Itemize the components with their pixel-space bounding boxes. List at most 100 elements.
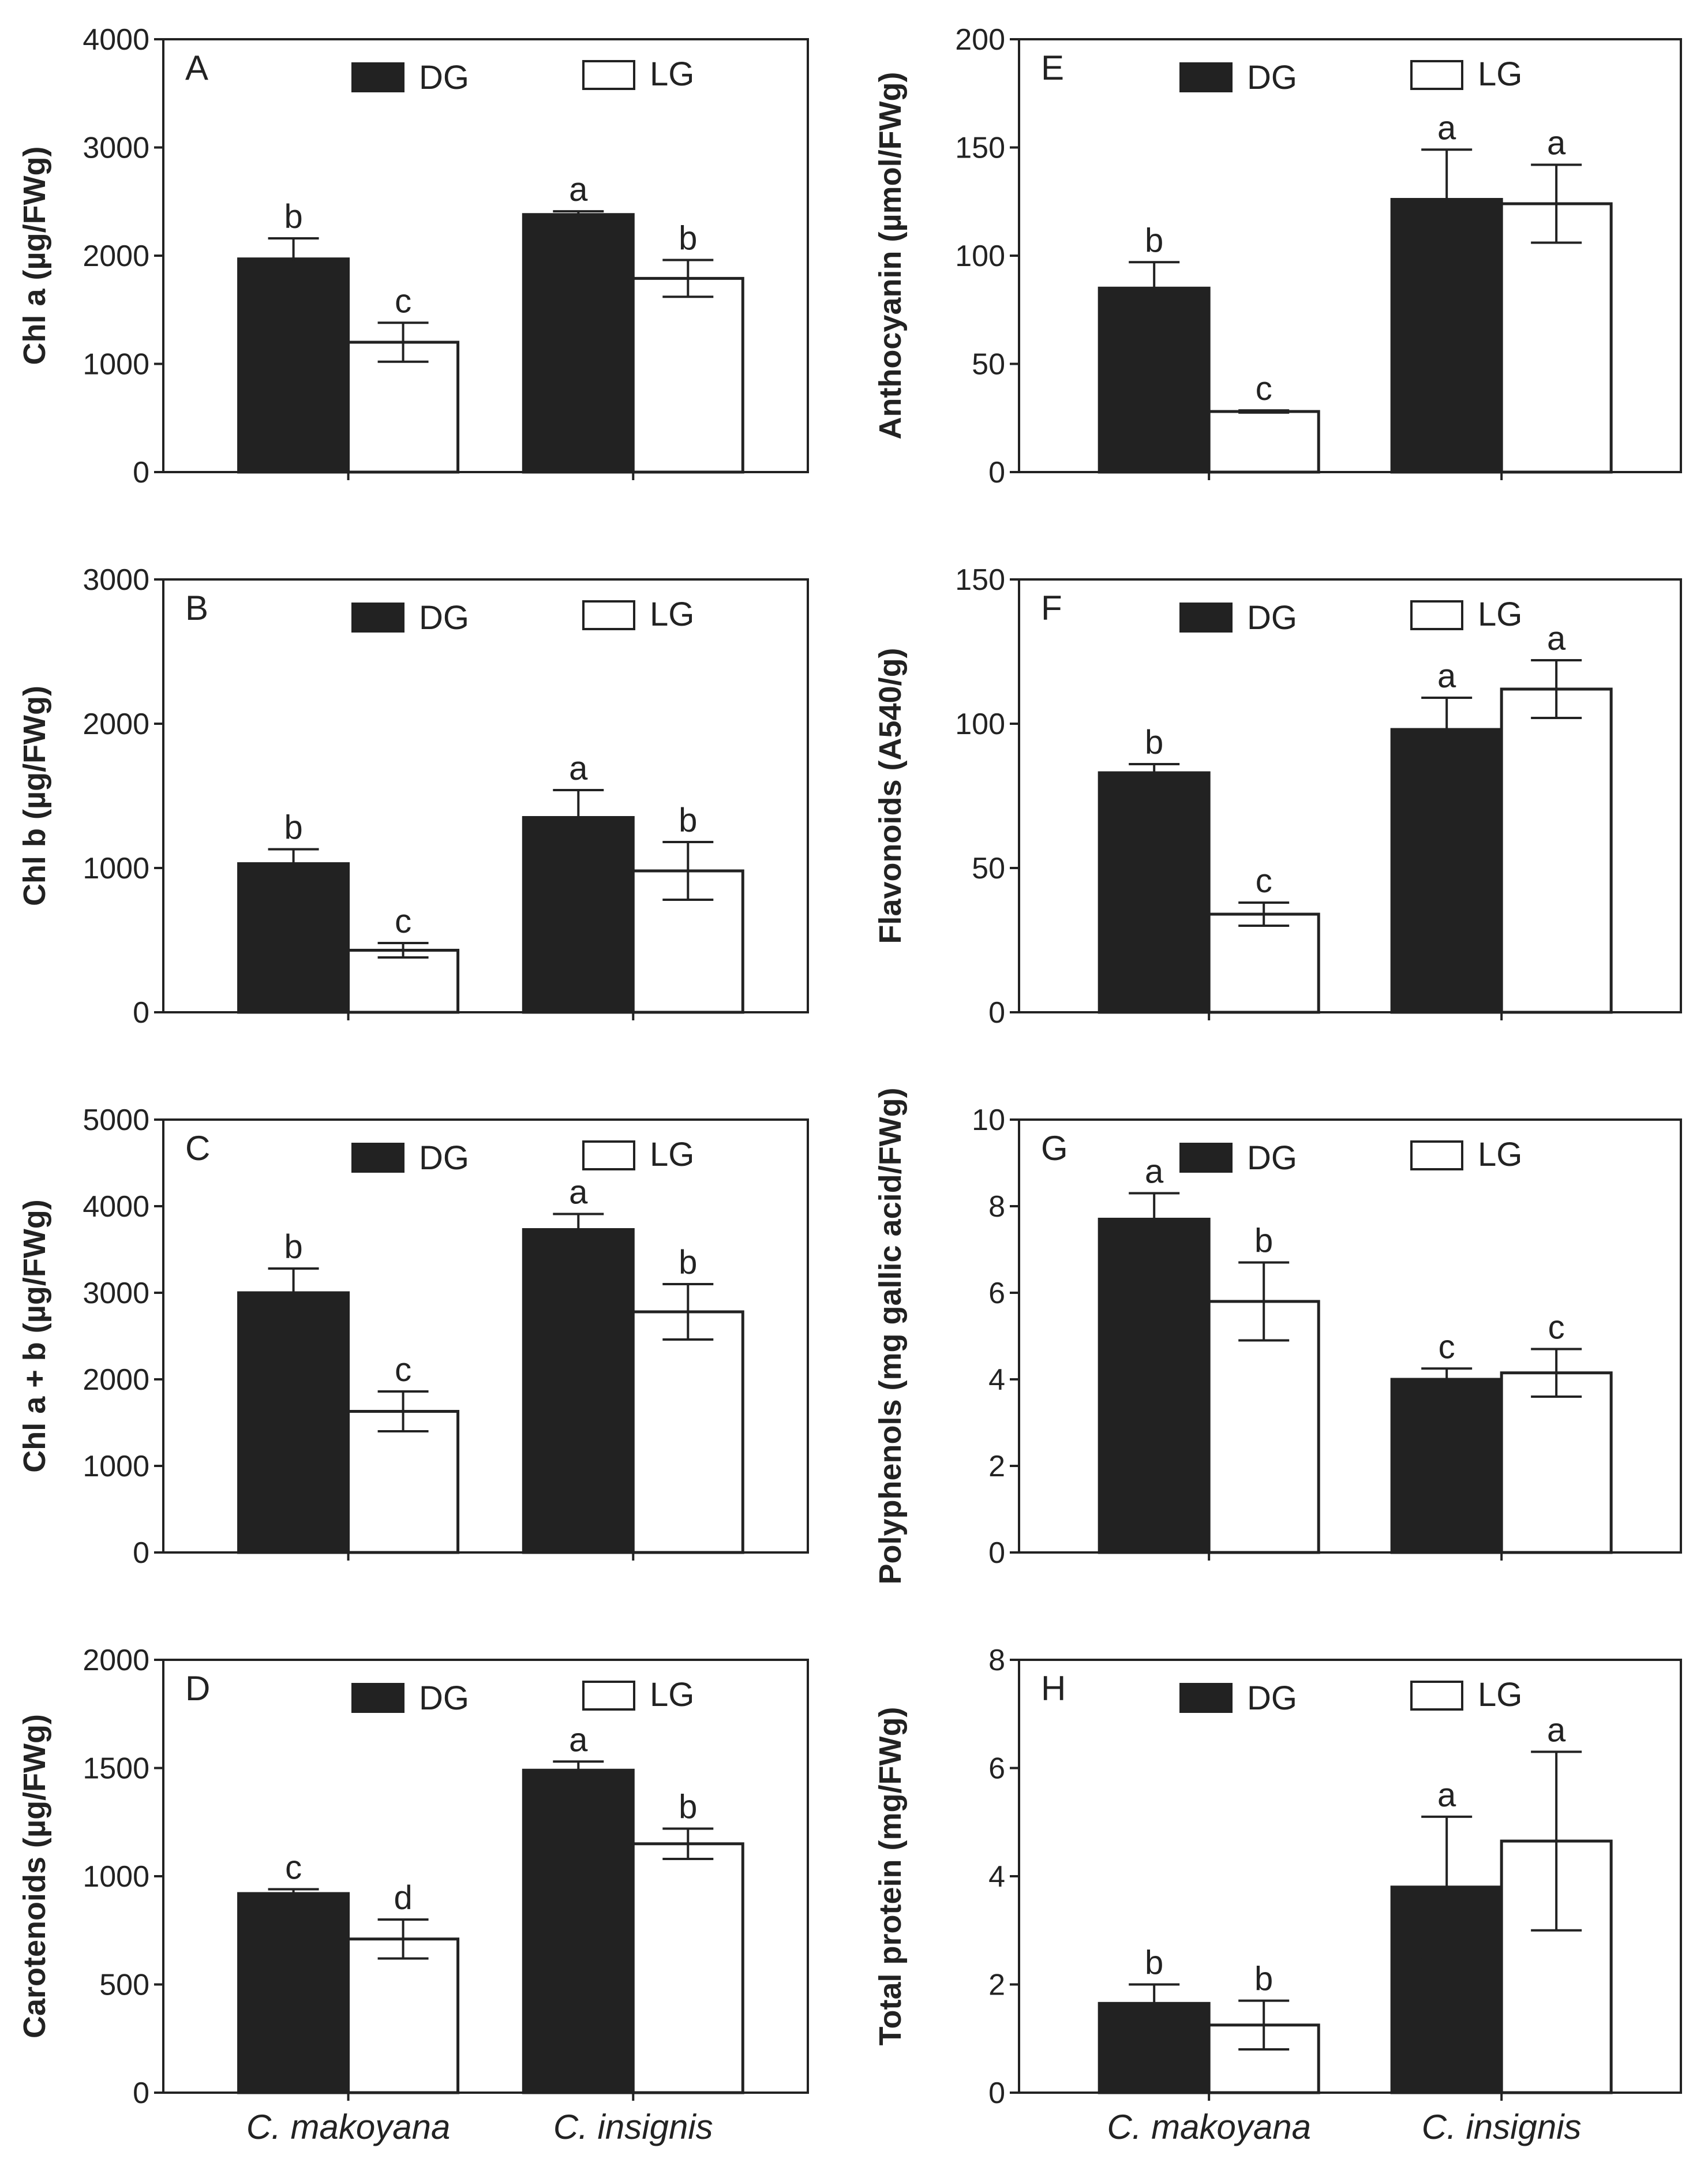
- bar-dg-1: [237, 1892, 350, 2094]
- significance-letter: b: [284, 198, 302, 235]
- panel-letter: G: [1041, 1129, 1068, 1168]
- legend-swatch-dg: [1179, 1143, 1233, 1173]
- significance-letter: b: [1145, 724, 1163, 761]
- panel-letter: D: [185, 1669, 210, 1708]
- panel-g: 0 2 4 6 8 10 Polyphenols (mg gallic acid/FWg) G…: [873, 1087, 1682, 1585]
- y-tick-label: 6: [988, 1752, 1005, 1786]
- significance-letter: a: [569, 750, 588, 787]
- y-tick-label: 0: [133, 456, 149, 489]
- legend-label-lg: LG: [1478, 1676, 1522, 1713]
- y-tick-label: 2000: [83, 1363, 149, 1397]
- significance-letter: b: [1254, 1222, 1273, 1260]
- legend-label-lg: LG: [1478, 1136, 1522, 1173]
- significance-letter: c: [395, 282, 411, 320]
- y-tick-label: 2: [988, 1969, 1005, 2002]
- significance-letter: b: [679, 1244, 697, 1281]
- panel-f: 0 50 100 150 Flavonoids (A540/g) F DG LG b c a a: [873, 563, 1682, 1030]
- y-tick-label: 0: [988, 2077, 1005, 2110]
- y-tick-label: 1500: [83, 1752, 149, 1786]
- significance-letter: c: [1256, 862, 1272, 900]
- bar-dg-2: [1390, 198, 1503, 474]
- y-tick-label: 4000: [83, 23, 149, 57]
- legend-swatch-lg: [1410, 1140, 1463, 1170]
- legend-swatch-lg: [1410, 600, 1463, 630]
- y-tick-label: 0: [988, 1536, 1005, 1570]
- y-tick-label: 5000: [83, 1103, 149, 1137]
- bar-lg-2: [631, 1842, 744, 2094]
- legend-label-dg: DG: [419, 1679, 469, 1717]
- legend-swatch-lg: [582, 1681, 635, 1711]
- y-axis-label: Chl b (µg/FWg): [17, 686, 52, 906]
- x-category-label: C. makoyana: [246, 2108, 451, 2146]
- legend-swatch-lg: [582, 600, 635, 630]
- bar-dg-2: [522, 1768, 635, 2094]
- panel-letter: B: [185, 589, 208, 627]
- bar-lg-2: [1500, 687, 1613, 1014]
- y-tick-label: 2: [988, 1450, 1005, 1483]
- legend-swatch-lg: [582, 60, 635, 90]
- y-tick-label: 0: [133, 1536, 149, 1570]
- x-category-label: C. insignis: [1422, 2108, 1582, 2146]
- legend-label-dg: DG: [1247, 1679, 1297, 1717]
- y-axis-label: Chl a (µg/FWg): [17, 146, 52, 365]
- panel-letter: F: [1041, 589, 1062, 627]
- y-tick-label: 8: [988, 1644, 1005, 1677]
- bar-lg-2: [631, 1310, 744, 1554]
- bar-lg-1: [347, 341, 460, 474]
- legend-label-lg: LG: [650, 596, 694, 633]
- panel-a: 0 1000 2000 3000 4000 Chl a (µg/FWg) A DG LG b c a b: [17, 23, 809, 489]
- bar-dg-2: [522, 816, 635, 1014]
- y-tick-label: 100: [955, 240, 1005, 273]
- bar-dg-1: [1098, 1218, 1211, 1554]
- y-tick-label: 0: [133, 996, 149, 1030]
- y-tick-label: 3000: [83, 563, 149, 597]
- bar-dg-2: [522, 1228, 635, 1554]
- legend-label-dg: DG: [1247, 599, 1297, 637]
- significance-letter: b: [1254, 1961, 1273, 1998]
- y-tick-label: 3000: [83, 1277, 149, 1310]
- y-axis-label: Chl a + b (µg/FWg): [17, 1199, 52, 1473]
- bar-lg-1: [347, 1937, 460, 2094]
- bar-dg-1: [237, 1291, 350, 1554]
- bar-dg-1: [1098, 771, 1211, 1014]
- y-tick-label: 8: [988, 1190, 1005, 1224]
- y-tick-label: 2000: [83, 1644, 149, 1677]
- significance-letter: d: [394, 1879, 412, 1917]
- significance-letter: a: [1547, 1711, 1566, 1749]
- panel-letter: E: [1041, 48, 1064, 87]
- legend-label-lg: LG: [650, 1676, 694, 1713]
- bar-lg-1: [1207, 912, 1320, 1014]
- panel-h: 0 2 4 6 8 Total protein (mg/FWg) H DG LG b b a a C. m…: [873, 1644, 1682, 2146]
- panel-letter: A: [185, 48, 208, 87]
- significance-letter: c: [285, 1849, 302, 1887]
- panel-letter: H: [1041, 1669, 1066, 1708]
- significance-letter: b: [284, 1228, 302, 1266]
- y-axis-label: Carotenoids (µg/FWg): [17, 1714, 52, 2038]
- significance-letter: c: [395, 1351, 411, 1389]
- significance-letter: a: [569, 171, 588, 208]
- y-tick-label: 50: [972, 852, 1005, 885]
- y-axis-label: Polyphenols (mg gallic acid/FWg): [873, 1087, 908, 1584]
- legend-swatch-dg: [351, 62, 404, 92]
- legend-swatch-dg: [1179, 1683, 1233, 1713]
- y-axis-label: Anthocyanin (µmol/FWg): [873, 72, 908, 439]
- legend-label-lg: LG: [1478, 596, 1522, 633]
- significance-letter: c: [395, 903, 411, 940]
- legend-swatch-dg: [1179, 62, 1233, 92]
- bar-dg-2: [522, 213, 635, 474]
- y-tick-label: 0: [133, 2077, 149, 2110]
- x-category-label: C. insignis: [553, 2108, 713, 2146]
- legend-swatch-dg: [351, 603, 404, 633]
- bar-lg-2: [1500, 202, 1613, 474]
- legend-swatch-lg: [1410, 60, 1463, 90]
- significance-letter: b: [1145, 1944, 1163, 1982]
- legend-label-dg: DG: [1247, 1139, 1297, 1177]
- significance-letter: b: [1145, 222, 1163, 259]
- bar-dg-1: [237, 257, 350, 474]
- bar-dg-1: [1098, 286, 1211, 474]
- significance-letter: c: [1548, 1309, 1565, 1346]
- panel-e: 0 50 100 150 200 Anthocyanin (µmol/FWg) E DG LG b…: [873, 23, 1682, 489]
- legend-swatch-lg: [1410, 1681, 1463, 1711]
- panel-d: 0 500 1000 1500 2000 Carotenoids (µg/FWg) D DG L…: [17, 1644, 809, 2146]
